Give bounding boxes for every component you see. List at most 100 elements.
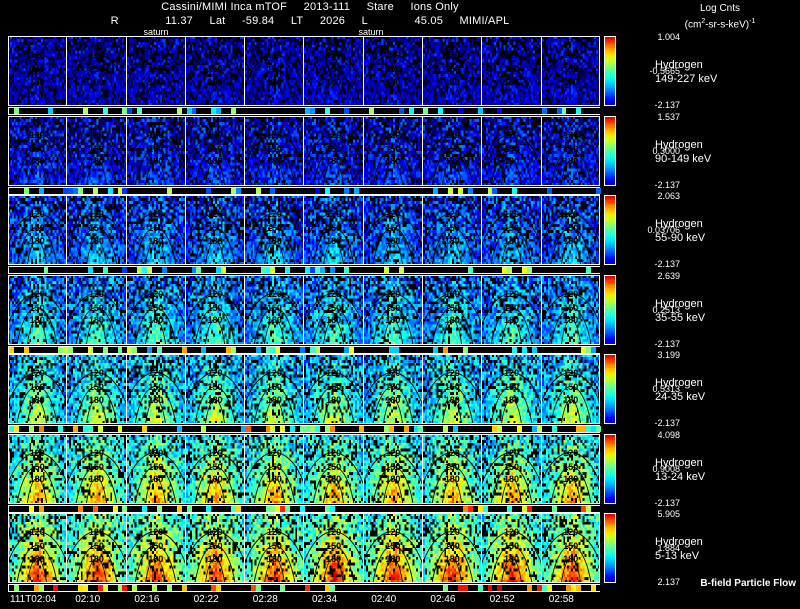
contour-label: 120 (385, 209, 401, 220)
colorbar[interactable] (604, 513, 616, 583)
sky-map-panel[interactable]: 120 150 180 (363, 274, 424, 345)
sky-map-panel[interactable]: 120 150 180 (541, 513, 600, 583)
sky-map-panel[interactable]: 120 150 180 (185, 274, 246, 345)
colorbar[interactable] (604, 115, 616, 186)
sky-map-panel[interactable]: 120 150 180 (363, 115, 424, 186)
sky-map-panel[interactable]: 120 150 180 (185, 115, 246, 186)
sky-map-panel[interactable]: 120 150 180 (245, 513, 305, 583)
sky-map-panel[interactable]: 120 150 180 (482, 354, 542, 424)
contour-label: 180 (266, 235, 282, 246)
sky-map-panel[interactable]: 120 150 180 (304, 274, 364, 345)
sky-map-panel[interactable]: 120 150 180 (67, 115, 127, 186)
sky-map-panel[interactable]: 120 150 180 (67, 354, 127, 424)
sky-map-panel[interactable]: 120 150 180 (363, 36, 424, 106)
sky-map-panel[interactable]: 120 150 180 (304, 195, 364, 265)
sky-map-panel[interactable]: 120 150 180 (304, 433, 364, 504)
sky-map-panel[interactable]: 120 150 180 (363, 433, 424, 504)
sky-map-panel[interactable]: 120 150 180 (304, 354, 364, 424)
strip-segment (226, 426, 231, 432)
sky-map-panel[interactable]: 120 150 180 (304, 513, 364, 583)
strip-segment (235, 505, 241, 512)
time-series-strip[interactable] (8, 345, 601, 354)
sky-map-panel[interactable]: 120 150 180 (423, 513, 483, 583)
sky-map-panel[interactable]: 120 150 180 (126, 354, 186, 424)
strip-segment (423, 187, 429, 194)
sky-map-panel[interactable]: 120 150 180 (185, 433, 246, 504)
strip-segment (374, 505, 379, 512)
time-series-strip[interactable] (8, 186, 601, 195)
contour-label: 150 (148, 461, 164, 472)
sky-map-panel[interactable]: 120 150 180 (245, 433, 305, 504)
sky-map-panel[interactable]: 120 150 180 (185, 354, 246, 424)
sky-map-panel[interactable]: 120 150 180 (423, 354, 483, 424)
sky-map-panel[interactable]: 120 150 180 (423, 115, 483, 186)
colorbar[interactable] (604, 433, 616, 504)
sky-map-panel[interactable]: 120 150 180 (67, 195, 127, 265)
sky-map-panel[interactable]: 120 150 180 (185, 513, 246, 583)
sky-map-panel[interactable]: 120 150 180 (482, 36, 542, 106)
sky-map-panel[interactable]: 120 150 180 (126, 115, 186, 186)
sky-map-panel[interactable]: 120 150 180 (126, 433, 186, 504)
sky-map-panel[interactable]: 120 150 180 (126, 274, 186, 345)
strip-segment (413, 346, 419, 353)
sky-map-panel[interactable]: 120 150 180 (8, 513, 68, 583)
time-series-strip[interactable] (8, 107, 601, 115)
sky-map-panel[interactable]: 120 150 180 (541, 36, 600, 106)
sky-map-panel[interactable]: 120 150 180 (67, 36, 127, 106)
sky-map-panel[interactable]: 120 150 180 (541, 274, 600, 345)
sky-map-panel[interactable]: 120 150 180 (245, 274, 305, 345)
colorbar[interactable] (604, 195, 616, 265)
strip-segment (536, 346, 542, 353)
sky-map-panel[interactable]: 120 150 180 (363, 195, 424, 265)
sky-map-panel[interactable]: 120 150 180 (185, 36, 246, 106)
strip-segment (206, 346, 212, 353)
sky-map-panel[interactable]: 120 150 180 (245, 354, 305, 424)
strip-segment (403, 585, 409, 591)
sky-map-panel[interactable]: 120 150 180 (126, 36, 186, 106)
sky-map-panel[interactable]: 120 150 180 (8, 433, 68, 504)
sky-map-panel[interactable]: 120 150 180 (423, 36, 483, 106)
colorbar[interactable] (604, 354, 616, 424)
sky-map-panel[interactable]: 120 150 180 (482, 274, 542, 345)
sky-map-panel[interactable]: 120 150 180 (304, 36, 364, 106)
time-series-strip[interactable] (8, 425, 601, 433)
sky-map-panel[interactable]: 120 150 180 (126, 195, 186, 265)
sky-map-panel[interactable]: 120 150 180 (541, 115, 600, 186)
sky-map-panel[interactable]: 120 150 180 (363, 354, 424, 424)
contour-label: 120 (504, 368, 520, 379)
sky-map-panel[interactable]: 120 150 180 (541, 354, 600, 424)
sky-map-panel[interactable]: 120 150 180 (541, 195, 600, 265)
sky-map-panel[interactable]: 120 150 180 (304, 115, 364, 186)
strip-segment (448, 187, 453, 194)
sky-map-panel[interactable]: 120 150 180 (8, 274, 68, 345)
sky-map-panel[interactable]: 120 150 180 (8, 115, 68, 186)
sky-map-panel[interactable]: 120 150 180 (363, 513, 424, 583)
sky-map-panel[interactable]: 120 150 180 (423, 433, 483, 504)
colorbar[interactable] (604, 274, 616, 345)
sky-map-panel[interactable]: 120 150 180 (482, 115, 542, 186)
strip-segment (221, 346, 227, 353)
sky-map-panel[interactable]: 120 150 180 (67, 274, 127, 345)
sky-map-panel[interactable]: 120 150 180 (423, 274, 483, 345)
sky-map-panel[interactable]: 120 150 180 (245, 36, 305, 106)
sky-map-panel[interactable]: 120 150 180 (245, 115, 305, 186)
sky-map-panel[interactable]: 120 150 180 (126, 513, 186, 583)
colorbar[interactable] (604, 36, 616, 106)
time-series-strip[interactable] (8, 504, 601, 513)
strip-segment (596, 426, 601, 432)
sky-map-panel[interactable]: 120 150 180 (8, 36, 68, 106)
time-series-strip[interactable] (8, 584, 601, 592)
sky-map-panel[interactable]: 120 150 180 (482, 195, 542, 265)
time-series-strip[interactable] (8, 266, 601, 274)
sky-map-panel[interactable]: 120 150 180 (8, 354, 68, 424)
sky-map-panel[interactable]: 120 150 180 (67, 433, 127, 504)
sky-map-panel[interactable]: 120 150 180 (8, 195, 68, 265)
sky-map-panel[interactable]: 120 150 180 (67, 513, 127, 583)
sky-map-panel[interactable]: 120 150 180 (482, 513, 542, 583)
sky-map-panel[interactable]: 120 150 180 (541, 433, 600, 504)
sky-map-panel[interactable]: 120 150 180 (185, 195, 246, 265)
strip-segment (300, 267, 305, 273)
sky-map-panel[interactable]: 120 150 180 (245, 195, 305, 265)
sky-map-panel[interactable]: 120 150 180 (482, 433, 542, 504)
sky-map-panel[interactable]: 120 150 180 (423, 195, 483, 265)
